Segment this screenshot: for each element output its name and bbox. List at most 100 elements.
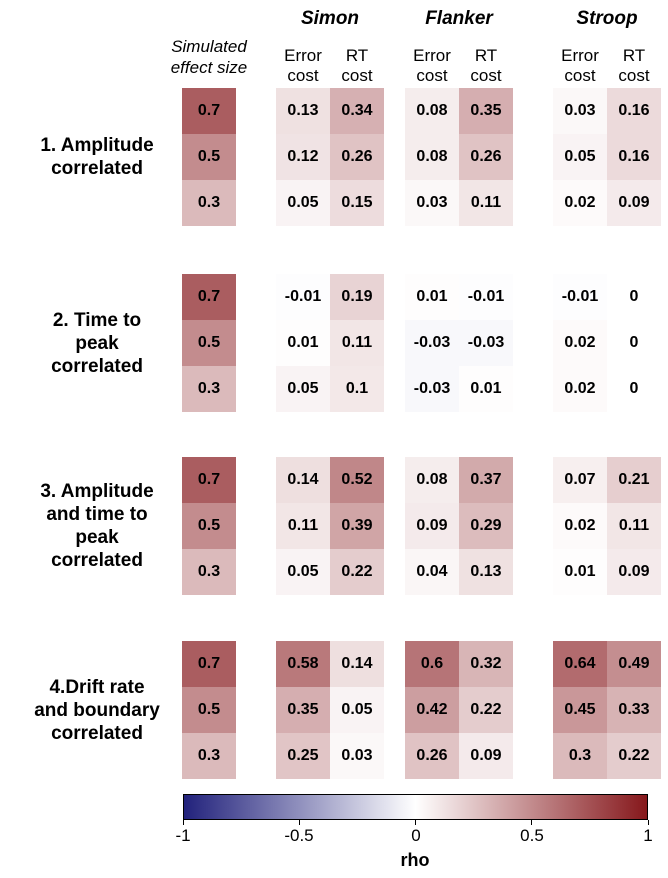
scenario-label: 2. Time to peak correlated — [8, 309, 186, 378]
scenario-label-line: correlated — [51, 722, 143, 744]
heatmap-cell: 0.13 — [459, 549, 513, 595]
measure-header: Error cost — [405, 46, 459, 86]
colorbar-tick — [183, 820, 184, 825]
colorbar-tick-label: 0 — [411, 826, 421, 845]
heatmap-cell: 0.16 — [607, 134, 661, 180]
heatmap-cell: 0.22 — [459, 687, 513, 733]
measure-header-line: RT — [345, 46, 369, 65]
heatmap-cell: 0.42 — [405, 687, 459, 733]
heatmap-cell: 0.08 — [405, 134, 459, 180]
heatmap-cell: 0.01 — [405, 274, 459, 320]
heatmap-cell: 0.02 — [553, 503, 607, 549]
heatmap-cell: 0.02 — [553, 366, 607, 412]
colorbar-tick — [299, 820, 300, 825]
task-title: Flanker — [425, 8, 493, 29]
task-title: Stroop — [576, 8, 638, 29]
scenario-label-line: 3. Amplitude — [40, 481, 154, 502]
heatmap-cell: 0.3 — [553, 733, 607, 779]
scenario-label-line: correlated — [51, 158, 143, 179]
effect-size-cell: 0.7 — [182, 457, 236, 503]
heatmap-cell: 0.14 — [330, 641, 384, 687]
measure-header-line: cost — [416, 66, 448, 85]
heatmap-cell: -0.01 — [276, 274, 330, 320]
heatmap-cell: 0.03 — [330, 733, 384, 779]
heatmap-cell: 0.35 — [276, 687, 330, 733]
effect-size-cell: 0.7 — [182, 88, 236, 134]
heatmap-cell: 0.05 — [553, 134, 607, 180]
heatmap-cell: 0.09 — [405, 503, 459, 549]
effect-size-cell: 0.3 — [182, 180, 236, 226]
measure-header-line: Error — [413, 46, 451, 65]
heatmap-cell: 0.49 — [607, 641, 661, 687]
heatmap-cell: 0.01 — [276, 320, 330, 366]
heatmap-cell: 0 — [607, 366, 661, 412]
heatmap-cell: 0.21 — [607, 457, 661, 503]
colorbar — [183, 794, 648, 820]
heatmap-cell: 0.35 — [459, 88, 513, 134]
effect-size-cell: 0.7 — [182, 274, 236, 320]
heatmap-cell: 0.04 — [405, 549, 459, 595]
effect-size-cell: 0.5 — [182, 320, 236, 366]
heatmap-cell: 0.14 — [276, 457, 330, 503]
heatmap-cell: 0.6 — [405, 641, 459, 687]
measure-header-line: cost — [341, 66, 373, 85]
heatmap-cell: 0.02 — [553, 320, 607, 366]
heatmap-cell: 0.22 — [607, 733, 661, 779]
heatmap-cell: 0.05 — [330, 687, 384, 733]
heatmap-cell: 0.1 — [330, 366, 384, 412]
effect-size-cell: 0.7 — [182, 641, 236, 687]
heatmap-cell: 0.09 — [459, 733, 513, 779]
heatmap-cell: 0.08 — [405, 457, 459, 503]
measure-header: RT cost — [459, 46, 513, 86]
heatmap-cell: 0.02 — [553, 180, 607, 226]
heatmap-cell: 0.33 — [607, 687, 661, 733]
heatmap-cell: 0.16 — [607, 88, 661, 134]
effect-size-cell: 0.5 — [182, 503, 236, 549]
measure-header: Error cost — [276, 46, 330, 86]
effect-size-cell: 0.3 — [182, 549, 236, 595]
heatmap-cell: 0 — [607, 274, 661, 320]
heatmap-cell: 0.52 — [330, 457, 384, 503]
heatmap-cell: 0.09 — [607, 549, 661, 595]
heatmap-cell: 0.15 — [330, 180, 384, 226]
task-title: Simon — [300, 8, 360, 29]
heatmap-cell: 0.64 — [553, 641, 607, 687]
colorbar-tick — [531, 820, 532, 825]
heatmap-cell: 0.26 — [459, 134, 513, 180]
heatmap-cell: -0.03 — [459, 320, 513, 366]
measure-header-line: cost — [564, 66, 596, 85]
effect-size-header: Simulated effect size — [150, 36, 268, 78]
heatmap-cell: 0.03 — [405, 180, 459, 226]
heatmap-cell: -0.01 — [459, 274, 513, 320]
measure-header: RT cost — [607, 46, 661, 86]
heatmap-cell: 0.03 — [553, 88, 607, 134]
measure-header-line: Error — [561, 46, 599, 65]
measure-header-line: Error — [284, 46, 322, 65]
scenario-label-line: 1. Amplitude — [40, 135, 154, 156]
scenario-label: 3. Amplitude and time to peak correlated — [8, 480, 186, 572]
heatmap-cell: 0.11 — [607, 503, 661, 549]
heatmap-cell: -0.01 — [553, 274, 607, 320]
heatmap-cell: 0.11 — [276, 503, 330, 549]
measure-header: RT cost — [330, 46, 384, 86]
heatmap-cell: 0.05 — [276, 549, 330, 595]
heatmap-cell: 0.07 — [553, 457, 607, 503]
scenario-label-line: and time to — [46, 504, 148, 525]
heatmap-cell: 0.34 — [330, 88, 384, 134]
effect-size-cell: 0.3 — [182, 366, 236, 412]
heatmap-cell: 0.05 — [276, 180, 330, 226]
heatmap-cell: 0.37 — [459, 457, 513, 503]
heatmap-cell: -0.03 — [405, 366, 459, 412]
heatmap-cell: 0.13 — [276, 88, 330, 134]
heatmap-cell: 0.01 — [459, 366, 513, 412]
heatmap-cell: 0.08 — [405, 88, 459, 134]
effect-size-cell: 0.5 — [182, 134, 236, 180]
colorbar-tick-label: 0.5 — [520, 826, 544, 845]
heatmap-cell: 0.09 — [607, 180, 661, 226]
measure-header-line: RT — [474, 46, 498, 65]
heatmap-cell: 0.26 — [405, 733, 459, 779]
scenario-label-line: correlated — [51, 355, 143, 377]
heatmap-cell: 0.29 — [459, 503, 513, 549]
colorbar-tick — [415, 820, 416, 825]
